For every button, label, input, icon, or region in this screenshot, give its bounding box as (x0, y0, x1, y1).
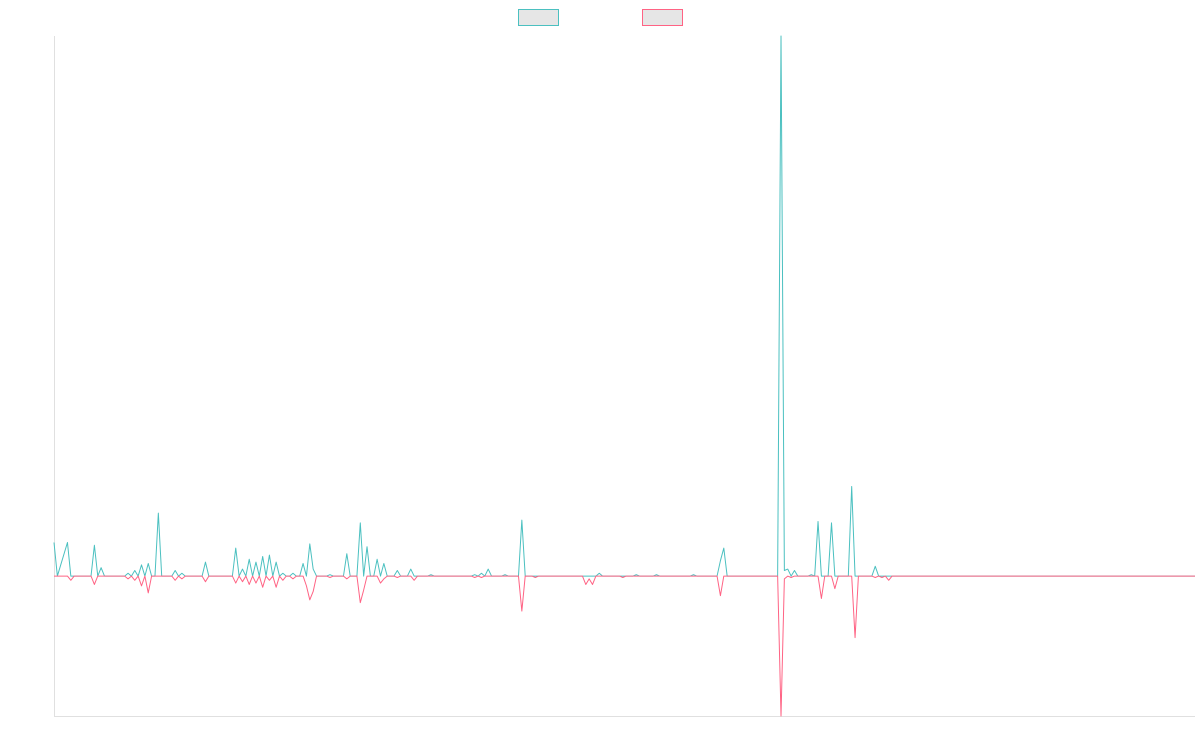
plot-area (53, 35, 1195, 717)
axes (54, 36, 1195, 717)
legend-item-1[interactable] (518, 9, 559, 26)
series-line-2 (54, 575, 1195, 717)
legend-item-2[interactable] (642, 9, 683, 26)
series-line-1 (53, 35, 1195, 577)
legend (518, 9, 683, 26)
